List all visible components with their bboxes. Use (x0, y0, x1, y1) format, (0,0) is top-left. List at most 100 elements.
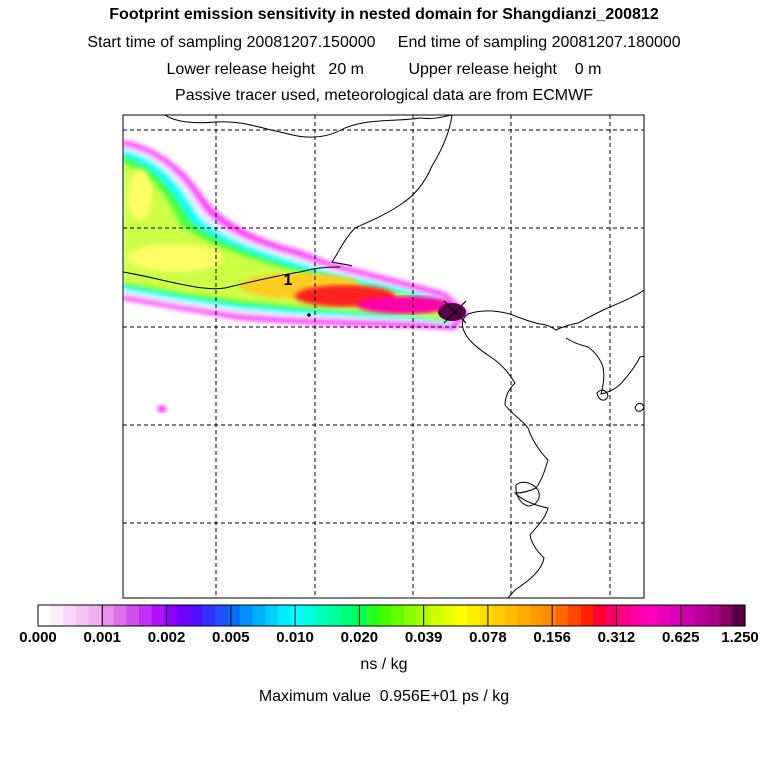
colorbar-segment (227, 605, 241, 626)
colorbar-segment (214, 605, 228, 626)
colorbar-segment (328, 605, 342, 626)
release-line: Lower release height 20 m Upper release … (0, 61, 768, 79)
maximum-label: Maximum value (258, 688, 371, 705)
colorbar-segment (151, 605, 165, 626)
lower-release-label: Lower release height (166, 61, 316, 78)
plume-yellow-green (123, 165, 450, 319)
colorbar-tick-label: 0.039 (404, 629, 443, 646)
colorbar-segment (202, 605, 216, 626)
colorbar-segment (618, 605, 632, 626)
plume-layer (123, 140, 468, 413)
tracer-note: Passive tracer used, meteorological data… (175, 87, 593, 104)
colorbar-segment (694, 605, 708, 626)
colorbar-segment (265, 605, 279, 626)
northeast-coast (331, 115, 453, 267)
end-label: End time of sampling (397, 34, 548, 51)
colorbar-segment (719, 605, 733, 626)
colorbar-segment (353, 605, 367, 626)
colorbar-segment (189, 605, 203, 626)
colorbar-segment (454, 605, 468, 626)
colorbar-segment (290, 605, 304, 626)
colorbar-segment (606, 605, 620, 626)
colorbar-tick-label: 0.005 (212, 629, 250, 646)
plume-yellow-north (128, 169, 152, 221)
colorbar-segment (252, 605, 266, 626)
korea-coast (565, 337, 644, 395)
plume-pink (357, 296, 453, 314)
start-label: Start time of sampling (87, 34, 243, 51)
colorbar-segment (631, 605, 645, 626)
colorbar-segment (366, 605, 380, 626)
release-marker (443, 300, 467, 324)
border-line (123, 266, 341, 290)
isolated-spot (157, 405, 167, 413)
island-1 (515, 481, 540, 507)
maximum-value-line: Maximum value 0.956E+01 ps / kg (0, 688, 768, 706)
colorbar-segment (391, 605, 405, 626)
colorbar-segment (707, 605, 721, 626)
colorbar-segment (277, 605, 292, 626)
colorbar-segment (530, 605, 544, 626)
colorbar-segment (568, 605, 582, 626)
plume-yellow-west (127, 244, 223, 272)
colorbar-segment (644, 605, 658, 626)
colorbar-segment (139, 605, 153, 626)
colorbar-tick-label: 0.001 (83, 629, 122, 646)
colorbar-tick-label: 0.010 (276, 629, 314, 646)
small-dot (307, 313, 311, 317)
colorbar-segment (404, 605, 418, 626)
upper-release-label: Upper release height (408, 61, 557, 78)
colorbar-segment (88, 605, 102, 626)
colorbar-tick-label: 0.078 (469, 629, 507, 646)
peninsula-coast (461, 289, 644, 406)
colorbar (37, 604, 746, 627)
colorbar-segment (681, 605, 696, 626)
release-point-label: 1 (284, 272, 293, 289)
colorbar-segment (113, 605, 127, 626)
coastlines (123, 115, 644, 598)
colorbar-segment (176, 605, 191, 626)
colorbar-segment (669, 605, 683, 626)
map-frame (122, 114, 645, 599)
colorbar-tick-label: 1.250 (721, 629, 759, 646)
gridlines (123, 115, 644, 598)
maximum-value: 0.956E+01 ps / kg (379, 688, 510, 705)
colorbar-tick-label: 0.002 (147, 629, 186, 646)
island-3 (634, 402, 644, 412)
colorbar-units: ns / kg (360, 656, 408, 673)
colorbar-segment (240, 605, 254, 626)
colorbar-segment (429, 605, 443, 626)
colorbar-segment (50, 605, 64, 626)
upper-release-value: 0 m (574, 61, 602, 78)
start-value: 20081207.150000 (246, 34, 376, 51)
island-2 (596, 389, 609, 401)
colorbar-tick-label: 0.000 (19, 629, 57, 646)
colorbar-segment (732, 605, 746, 626)
colorbar-segment (492, 605, 506, 626)
colorbar-segment (656, 605, 670, 626)
colorbar-tick-label: 0.625 (661, 629, 700, 646)
colorbar-segment (505, 605, 519, 626)
colorbar-outline (37, 604, 746, 627)
east-coast (504, 404, 549, 598)
colorbar-segment (164, 605, 178, 626)
colorbar-segment (442, 605, 456, 626)
sampling-line: Start time of sampling 20081207.150000 E… (0, 34, 768, 52)
colorbar-segment (303, 605, 317, 626)
northern-border (164, 115, 453, 138)
end-value: 20081207.180000 (551, 34, 681, 51)
colorbar-segment (517, 605, 531, 626)
colorbar-tick-label: 0.312 (597, 629, 636, 646)
colorbar-segment (126, 605, 140, 626)
map-title: Footprint emission sensitivity in nested… (109, 6, 659, 23)
lower-release-value: 20 m (328, 61, 364, 78)
colorbar-tick-label: 0.156 (533, 629, 571, 646)
colorbar-segment (378, 605, 393, 626)
colorbar-segment (467, 605, 481, 626)
colorbar-segment (593, 605, 607, 626)
colorbar-segment (479, 605, 494, 626)
colorbar-segment (341, 605, 355, 626)
colorbar-segment (543, 605, 557, 626)
colorbar-segment (38, 605, 52, 626)
colorbar-segment (555, 605, 569, 626)
